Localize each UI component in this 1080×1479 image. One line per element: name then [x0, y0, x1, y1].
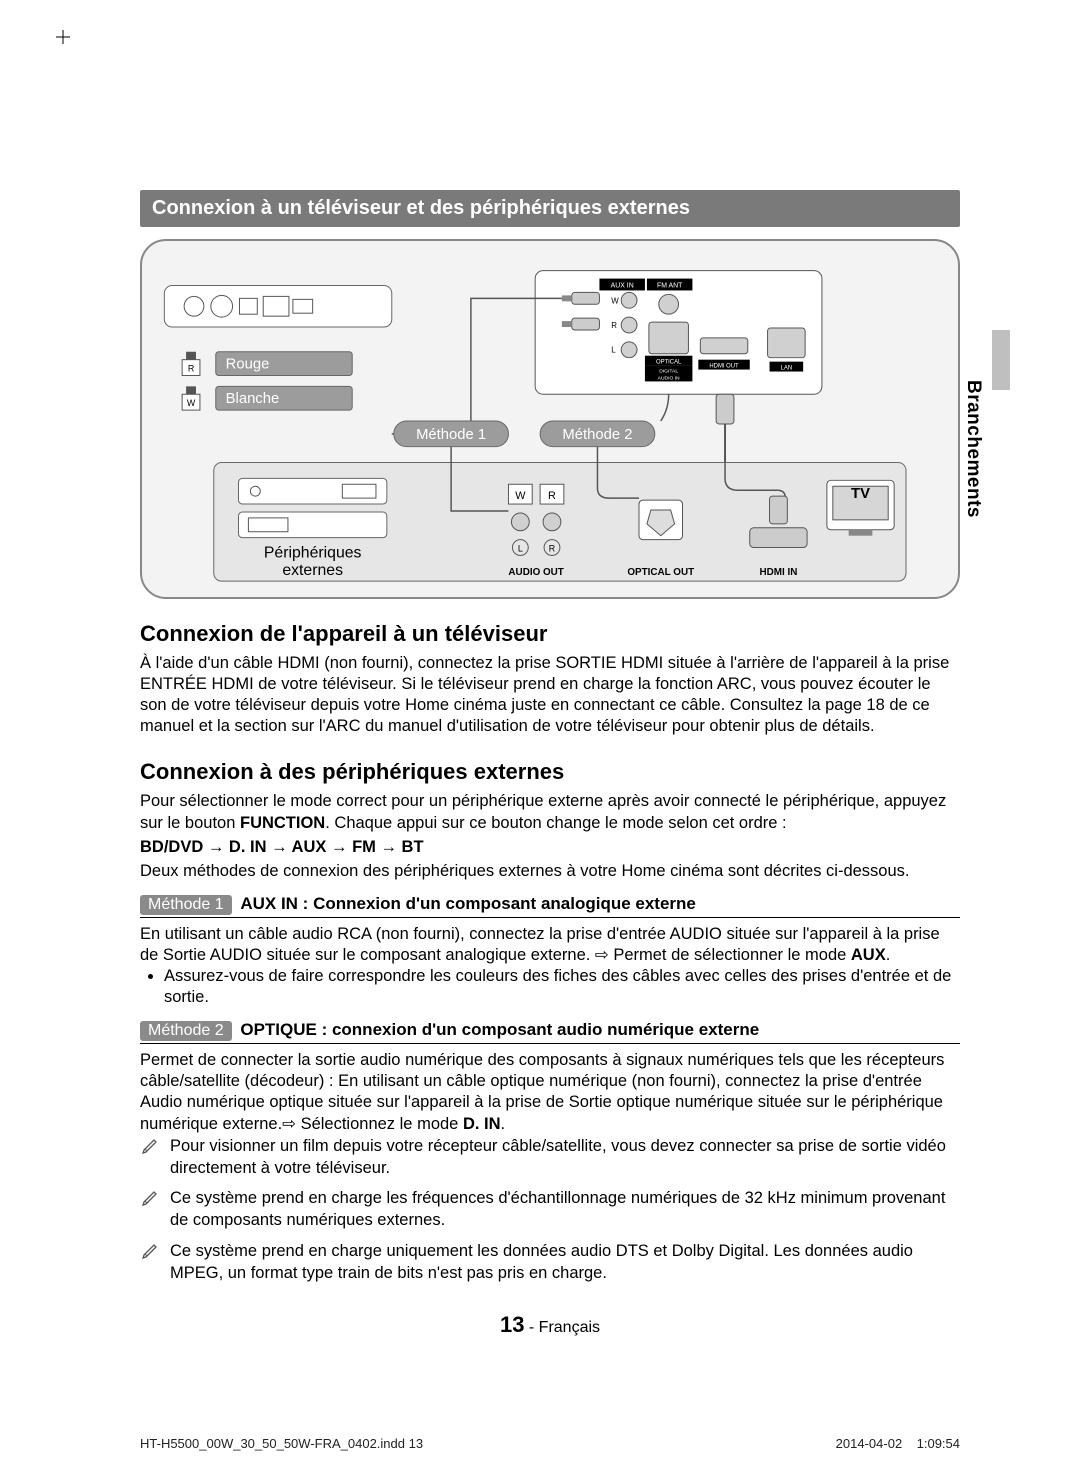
rca-plug-red-icon: R [182, 352, 200, 376]
print-footer: HT-H5500_00W_30_50_50W-FRA_0402.indd 13 … [140, 1436, 960, 1451]
back-panel-icon: AUX IN FM ANT W R L OPTICAL DIGITAL AUDI… [535, 271, 822, 395]
peripherals-label-1: Périphériques [264, 544, 362, 561]
section-header: Connexion à un téléviseur et des périphé… [140, 190, 960, 227]
method2-body: Permet de connecter la sortie audio numé… [140, 1050, 960, 1134]
external-device-2-icon [239, 512, 387, 538]
svg-text:R: R [188, 364, 194, 374]
external-device-1-icon [239, 478, 387, 504]
svg-text:AUX IN: AUX IN [611, 282, 634, 289]
svg-text:HDMI OUT: HDMI OUT [709, 364, 739, 370]
svg-text:R: R [548, 490, 556, 502]
svg-text:DIGITAL: DIGITAL [659, 369, 678, 375]
section2-after-seq: Deux méthodes de connexion des périphéri… [140, 861, 960, 882]
note-pencil-icon [142, 1136, 160, 1154]
svg-text:W: W [187, 398, 196, 408]
optical-out-icon [639, 500, 683, 540]
note-pencil-icon [142, 1241, 160, 1259]
note-pencil-icon [142, 1188, 160, 1206]
footer-time: 1:09:54 [917, 1436, 960, 1451]
section1-body: À l'aide d'un câble HDMI (non fourni), c… [140, 653, 960, 737]
method2-notes: Pour visionner un film depuis votre réce… [140, 1135, 960, 1285]
rca-plug-white-icon: W [182, 386, 200, 410]
home-cinema-unit-icon [164, 286, 391, 328]
method1-bullets: Assurez-vous de faire correspondre les c… [140, 966, 960, 1008]
footer-date: 2014-04-02 [836, 1436, 903, 1451]
svg-text:OPTICAL: OPTICAL [656, 360, 682, 366]
method2-label: Méthode 2 [562, 427, 632, 443]
connection-diagram: R Rouge W Blanche AUX IN FM ANT [140, 239, 960, 599]
section2-heading: Connexion à des périphériques externes [140, 759, 960, 785]
svg-text:LAN: LAN [781, 366, 793, 372]
rca-red-label: Rouge [226, 357, 270, 373]
section2-intro: Pour sélectionner le mode correct pour u… [140, 791, 960, 833]
method1-heading: Méthode 1 AUX IN : Connexion d'un compos… [140, 894, 960, 918]
hdmi-in-label: HDMI IN [760, 567, 798, 578]
rca-white-label: Blanche [226, 391, 280, 407]
peripherals-label-2: externes [282, 562, 343, 579]
page-number: 13 - Français [140, 1312, 960, 1338]
svg-text:FM ANT: FM ANT [657, 282, 683, 289]
svg-text:L: L [518, 544, 523, 554]
section1-heading: Connexion de l'appareil à un téléviseur [140, 621, 960, 647]
tv-label: TV [851, 486, 870, 502]
mode-sequence: BD/DVD → D. IN → AUX → FM → BT [140, 838, 960, 857]
svg-text:AUDIO IN: AUDIO IN [658, 375, 680, 381]
svg-text:R: R [549, 544, 555, 554]
svg-text:L: L [611, 346, 616, 355]
method1-body: En utilisant un câble audio RCA (non fou… [140, 924, 960, 966]
svg-text:W: W [611, 296, 619, 305]
svg-text:R: R [611, 321, 617, 330]
audio-out-label: AUDIO OUT [508, 567, 563, 578]
footer-file: HT-H5500_00W_30_50_50W-FRA_0402.indd 13 [140, 1436, 423, 1451]
svg-text:W: W [515, 490, 526, 502]
method2-heading: Méthode 2 OPTIQUE : connexion d'un compo… [140, 1020, 960, 1044]
method1-label: Méthode 1 [416, 427, 486, 443]
hdmi-plug-icon [716, 394, 734, 462]
page-content: Connexion à un téléviseur et des périphé… [0, 0, 1080, 1338]
hdmi-in-icon [750, 528, 807, 548]
optical-out-label: OPTICAL OUT [627, 567, 694, 578]
